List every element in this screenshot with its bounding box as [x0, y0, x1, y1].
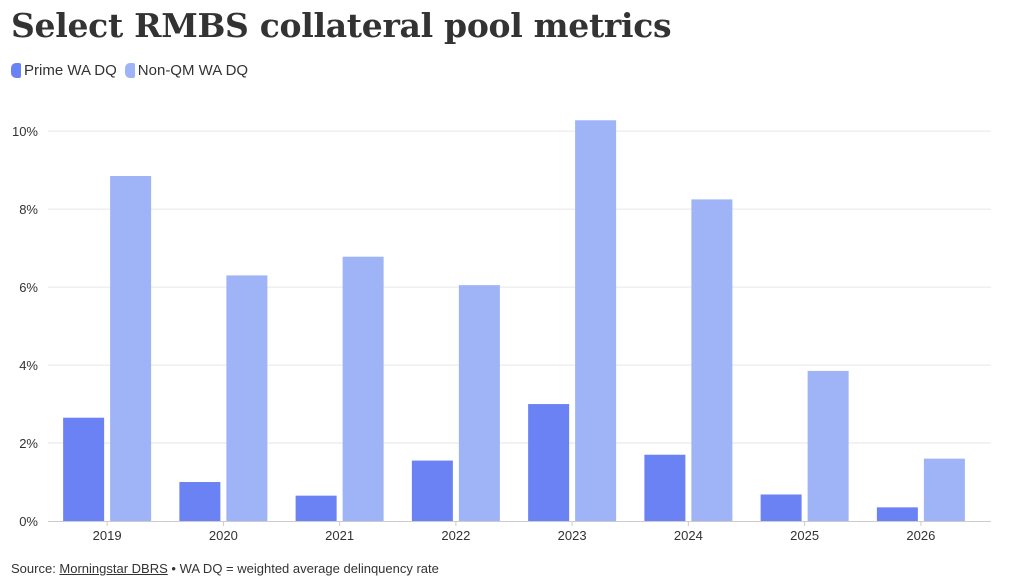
legend-label-nonqm: Non-QM WA DQ [137, 62, 249, 79]
x-tick-label: 2020 [209, 528, 238, 543]
bar-prime [876, 507, 918, 521]
bar-prime [295, 495, 337, 521]
bar-nonqm [226, 275, 268, 521]
bar-nonqm [575, 120, 617, 521]
y-tick-label: 0% [19, 514, 38, 529]
chart-title: Select RMBS collateral pool metrics [11, 6, 672, 45]
bar-prime [528, 404, 570, 521]
y-tick-label: 4% [19, 358, 38, 373]
bar-prime [760, 494, 802, 521]
x-tick-label: 2024 [674, 528, 703, 543]
bar-nonqm [923, 458, 965, 521]
bar-nonqm [458, 285, 500, 521]
y-tick-label: 10% [12, 124, 38, 139]
x-tick-label: 2021 [325, 528, 354, 543]
legend-item-prime[interactable]: Prime WA DQ [11, 62, 117, 79]
bar-nonqm [110, 176, 152, 521]
y-tick-label: 8% [19, 202, 38, 217]
legend-swatch-nonqm [124, 63, 135, 78]
bar-nonqm [342, 256, 384, 521]
bar-nonqm [691, 199, 733, 521]
x-tick-label: 2022 [441, 528, 470, 543]
legend-item-nonqm[interactable]: Non-QM WA DQ [124, 62, 249, 79]
legend-label-prime: Prime WA DQ [24, 62, 117, 79]
y-tick-label: 2% [19, 436, 38, 451]
bar-prime [644, 454, 686, 521]
x-tick-label: 2023 [558, 528, 587, 543]
x-tick-label: 2019 [93, 528, 122, 543]
x-tick-label: 2026 [906, 528, 935, 543]
bar-prime [179, 482, 221, 521]
legend-swatch-prime [11, 63, 21, 78]
source-prefix: Source: [11, 561, 60, 576]
source-link[interactable]: Morningstar DBRS [59, 561, 168, 576]
bar-prime [63, 417, 105, 521]
legend: Prime WA DQ Non-QM WA DQ [11, 62, 256, 79]
bar-prime [411, 460, 453, 521]
source-suffix: • WA DQ = weighted average delinquency r… [167, 561, 439, 576]
bar-nonqm [807, 370, 849, 521]
x-tick-label: 2025 [790, 528, 819, 543]
source-note: Source: Morningstar DBRS • WA DQ = weigh… [11, 561, 439, 576]
y-tick-label: 6% [19, 280, 38, 295]
